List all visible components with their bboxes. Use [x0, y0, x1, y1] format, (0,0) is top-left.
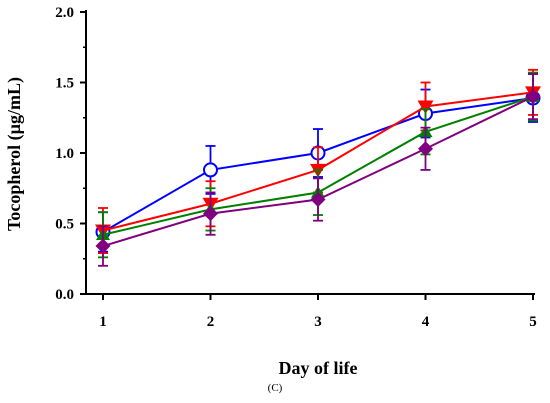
data-point [95, 238, 111, 254]
panel-label: (C) [267, 382, 283, 394]
data-point [203, 162, 218, 178]
y-axis-title: Tocopherol (µg/mL) [4, 77, 25, 231]
x-tick-label: 2 [207, 314, 215, 330]
series-4 [95, 73, 541, 267]
data-point [525, 89, 541, 105]
series-layer [95, 68, 541, 267]
data-point [203, 206, 218, 222]
data-point [418, 141, 433, 157]
x-tick-label: 5 [529, 314, 537, 330]
y-tick-label: 0.0 [55, 287, 74, 303]
y-tick-label: 1.0 [55, 146, 74, 162]
y-tick-label: 2.0 [55, 5, 74, 21]
x-axis-title: Day of life [279, 358, 358, 378]
y-tick-label: 0.5 [55, 217, 74, 233]
series-2 [95, 68, 541, 255]
y-tick-label: 1.5 [55, 76, 74, 92]
data-point [417, 100, 434, 115]
x-tick-label: 1 [99, 314, 107, 330]
axes: 0.0 0.5 1.0 1.5 2.0 1 2 3 4 5 [55, 5, 537, 330]
x-tick-label: 4 [422, 314, 430, 330]
x-tick-label: 3 [314, 314, 322, 330]
data-point [310, 192, 326, 208]
